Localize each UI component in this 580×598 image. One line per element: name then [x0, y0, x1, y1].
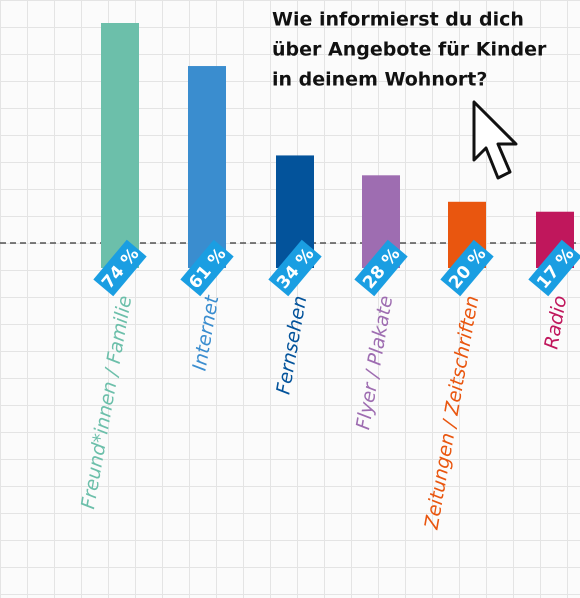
category-label: Flyer / Plakate [352, 294, 397, 431]
category-label: Internet [189, 292, 224, 372]
category-label: Zeitungen / Zeitschriften [420, 294, 483, 532]
badge-bg [440, 239, 494, 297]
badge-bg [528, 239, 580, 297]
title-line: über Angebote für Kinder [272, 39, 547, 61]
badge-bg [180, 239, 234, 297]
cursor-icon [472, 100, 518, 180]
badge-bg [93, 239, 147, 297]
badge-bg [354, 239, 408, 297]
category-label: Radio [540, 294, 571, 351]
title-line: in deinem Wohnort? [272, 69, 487, 91]
bar [101, 23, 139, 268]
category-label: Fernsehen [272, 294, 311, 396]
title-line: Wie informierst du dich [272, 9, 524, 31]
category-label: Freund*innen / Familie [77, 294, 136, 511]
bar [188, 66, 226, 268]
badge-bg [268, 239, 322, 297]
